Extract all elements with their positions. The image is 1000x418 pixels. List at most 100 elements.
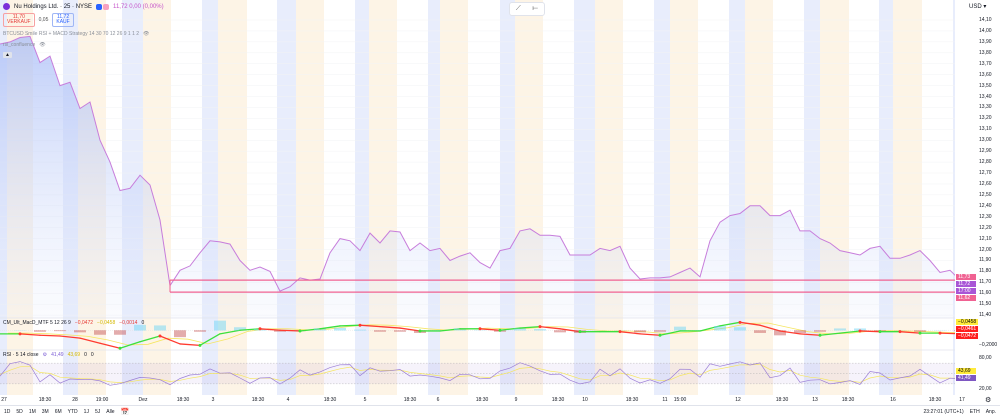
price-tick: 11,50 <box>979 301 992 308</box>
macd-histogram-bar <box>34 330 46 332</box>
macd-line-segment <box>99 342 121 349</box>
macd-line-segment <box>899 331 921 334</box>
range-button-5j[interactable]: 5J <box>94 409 101 415</box>
time-tick: 18:30 <box>551 397 565 403</box>
rsi-axis-tick: 20,00 <box>979 386 992 392</box>
macd-line-segment <box>339 324 361 327</box>
range-button-alle[interactable]: Alle <box>106 409 115 415</box>
rsi-line <box>0 361 955 386</box>
macd-line-segment <box>179 343 201 347</box>
clock[interactable]: 23:27:01 (UTC+1) <box>923 409 964 415</box>
premarket-band <box>879 0 893 395</box>
time-axis[interactable]: 27 18:30 28 19:00 Dez 18:30 3 18:30 4 18:30 5 18:30… <box>0 395 965 405</box>
macd-histogram-bar <box>154 325 166 331</box>
price-tick: 14,10 <box>979 17 992 23</box>
macd-line-segment <box>659 330 681 336</box>
macd-histogram-bar <box>274 330 286 332</box>
sell-button[interactable]: 11,70 VERKAUF <box>3 13 35 27</box>
time-tick: Dez <box>138 397 148 403</box>
macd-histogram-bar <box>74 330 86 333</box>
price-tick: 13,30 <box>979 104 992 111</box>
line-tool-icon[interactable]: ⟋ <box>515 5 521 12</box>
premarket-band <box>574 0 595 395</box>
macd-legend[interactable]: CM_Ult_MacD_MTF 5 12 26 9 −0,0472 −0,0458−… <box>3 320 145 326</box>
indicator-legend[interactable]: BTCUSD Smile RSI + MACD Strategy 14 30 7… <box>3 30 150 37</box>
macd-cross-dot <box>418 329 422 333</box>
time-tick: 13 <box>812 397 818 403</box>
macd-cross-dot <box>158 334 162 338</box>
gear-icon[interactable]: ⚙ <box>42 352 48 358</box>
price-tick: 13,00 <box>979 137 992 144</box>
macd-cross-dot <box>578 330 582 334</box>
macd-histogram-bar <box>394 330 406 332</box>
time-tick: 15:00 <box>673 397 687 403</box>
market-status-toggle[interactable] <box>96 3 110 10</box>
macd-cross-dot <box>298 329 302 333</box>
minus-icon[interactable]: ⟝ <box>532 5 539 12</box>
premarket-band <box>355 0 369 395</box>
time-tick: 18:30 <box>928 397 942 403</box>
time-tick: 18:30 <box>176 397 190 403</box>
price-line <box>0 35 955 292</box>
macd-line-segment <box>379 325 401 329</box>
price-tick: 12,00 <box>979 246 992 253</box>
currency-dropdown[interactable]: USD ▾ <box>969 4 987 10</box>
range-button-1j[interactable]: 1J <box>83 409 89 415</box>
macd-line-segment <box>319 325 341 330</box>
range-button-3m[interactable]: 3M <box>41 409 49 415</box>
macd-axis-label: −0,0472 <box>956 333 979 339</box>
adjust-button[interactable]: Anp. <box>985 409 996 415</box>
macd-histogram-bar <box>794 330 806 333</box>
collapse-legend-button[interactable]: ▲ <box>3 52 12 58</box>
macd-line-segment <box>259 328 281 331</box>
price-tick: 13,50 <box>979 82 992 89</box>
time-tick: 28 <box>72 397 78 403</box>
range-button-6m[interactable]: 6M <box>54 409 62 415</box>
macd-histogram-bar <box>214 320 226 331</box>
time-tick: 11 <box>662 397 668 403</box>
calendar-icon[interactable]: 📅 <box>120 409 130 416</box>
price-tick: 12,10 <box>979 235 992 242</box>
price-tick: 12,30 <box>979 213 992 220</box>
macd-line-segment <box>539 325 561 330</box>
price-tick: 13,80 <box>979 49 992 56</box>
macd-cross-dot <box>618 330 622 334</box>
time-tick: 18:30 <box>625 397 639 403</box>
time-tick: 18:30 <box>251 397 265 403</box>
macd-line-segment <box>199 333 221 347</box>
price-tick: 11,60 <box>979 290 992 297</box>
macd-cross-dot <box>118 346 122 350</box>
macd-histogram-bar <box>334 327 346 331</box>
eye-icon[interactable]: 👁 <box>39 41 46 48</box>
floating-toolbar: ⟋ ⟝ <box>509 2 545 16</box>
session-button[interactable]: ETH <box>969 409 980 415</box>
rsi-legend[interactable]: RSI · 5 14 close ⚙ 41,49 43,69 0 0 <box>3 352 94 358</box>
macd-histogram-bar <box>954 330 955 332</box>
range-button-1d[interactable]: 1D <box>4 409 11 415</box>
range-button-5d[interactable]: 5D <box>16 409 23 415</box>
macd-line-segment <box>839 330 861 334</box>
macd-line-segment <box>799 333 821 336</box>
macd-histogram-bar <box>634 330 646 333</box>
symbol-title[interactable]: Nu Holdings Ltd. · 25 · NYSE <box>14 3 93 10</box>
buy-button[interactable]: 11,72 KAUF <box>52 13 74 27</box>
price-chart[interactable] <box>0 0 955 395</box>
price-axis[interactable]: USD ▾ 11,73 11,72 17:00 11,62 −0,0458 −0… <box>955 0 1000 405</box>
settings-gear-icon[interactable]: ⚙ <box>985 397 992 404</box>
macd-cross-dot <box>358 323 362 327</box>
macd-line-segment <box>139 335 161 343</box>
price-tick: 13,40 <box>979 93 992 100</box>
time-tick: 18:30 <box>38 397 52 403</box>
price-tick: 14,00 <box>979 27 992 34</box>
time-tick: 18:30 <box>323 397 337 403</box>
price-tick: 12,50 <box>979 191 992 198</box>
overlay-legend[interactable]: rsi_confluence 👁 <box>3 41 46 48</box>
eye-icon[interactable]: 👁 <box>143 30 150 37</box>
premarket-band <box>654 0 670 395</box>
rsi-axis-tick: 80,00 <box>979 355 992 361</box>
range-button-ytd[interactable]: YTD <box>67 409 78 415</box>
symbol-logo-icon <box>3 3 10 10</box>
macd-axis-tick: −0,2000 <box>979 342 998 348</box>
macd-histogram-bar <box>114 330 126 335</box>
range-button-1m[interactable]: 1M <box>28 409 36 415</box>
